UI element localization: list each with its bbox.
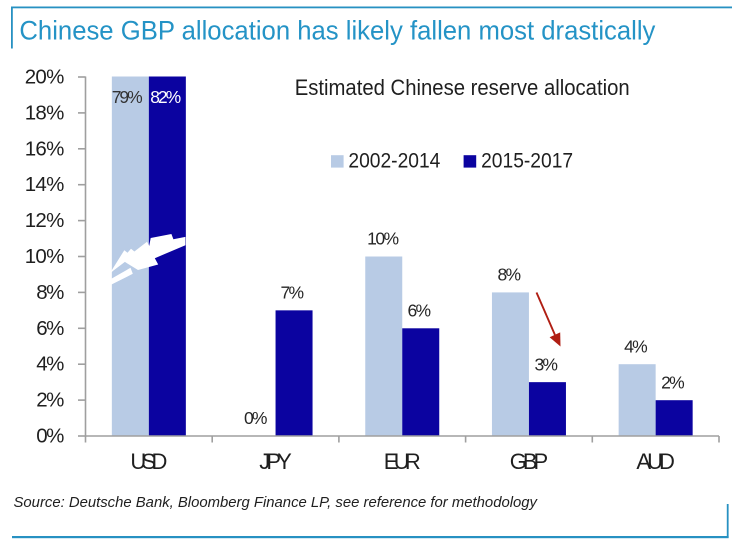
svg-text:Source: Deutsche Bank, Bloombe: Source: Deutsche Bank, Bloomberg Finance…: [14, 494, 539, 511]
svg-text:7%: 7%: [281, 283, 305, 303]
svg-text:2%: 2%: [661, 372, 685, 392]
svg-text:10%: 10%: [367, 229, 399, 249]
svg-text:AUD: AUD: [636, 449, 675, 474]
svg-text:6%: 6%: [36, 317, 64, 340]
svg-text:4%: 4%: [36, 353, 64, 376]
svg-text:82%: 82%: [150, 87, 181, 107]
svg-text:2%: 2%: [36, 389, 64, 412]
svg-text:14%: 14%: [25, 173, 65, 196]
svg-text:4%: 4%: [624, 336, 648, 356]
svg-text:79%: 79%: [112, 87, 143, 107]
svg-text:6%: 6%: [408, 301, 432, 321]
svg-text:20%: 20%: [25, 66, 65, 89]
svg-text:2002-2014: 2002-2014: [348, 150, 440, 173]
svg-text:8%: 8%: [498, 265, 522, 285]
svg-text:2015-2017: 2015-2017: [481, 150, 573, 173]
svg-text:Chinese GBP allocation has lik: Chinese GBP allocation has likely fallen…: [19, 16, 655, 46]
svg-text:GBP: GBP: [510, 449, 549, 474]
svg-text:10%: 10%: [25, 245, 65, 268]
svg-text:0%: 0%: [36, 425, 64, 448]
svg-text:0%: 0%: [244, 408, 268, 428]
svg-text:12%: 12%: [25, 209, 65, 232]
svg-text:JPY: JPY: [259, 449, 292, 474]
svg-text:3%: 3%: [534, 354, 558, 374]
svg-text:18%: 18%: [25, 101, 65, 124]
svg-text:8%: 8%: [36, 281, 64, 304]
svg-text:USD: USD: [130, 449, 167, 474]
svg-text:16%: 16%: [25, 137, 65, 160]
svg-text:EUR: EUR: [384, 449, 421, 474]
svg-text:Estimated Chinese reserve allo: Estimated Chinese reserve allocation: [295, 75, 630, 100]
